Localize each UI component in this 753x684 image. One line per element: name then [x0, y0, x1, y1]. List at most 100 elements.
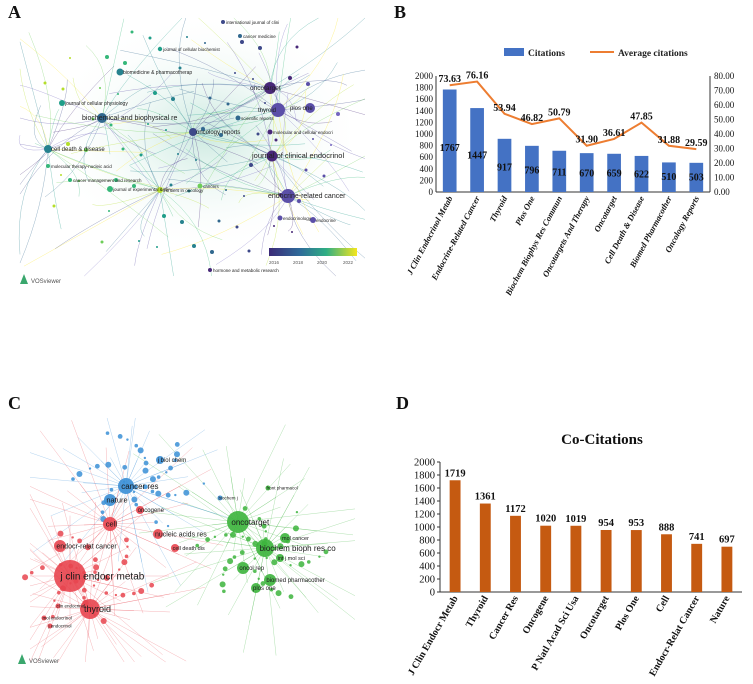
network-node: [195, 159, 197, 161]
cocitation-value-label: 954: [598, 518, 615, 529]
network-node: [267, 129, 273, 135]
network-edge: [144, 102, 161, 191]
y-tick-label: 1400: [414, 497, 435, 508]
network-edge: [215, 195, 289, 265]
network-edge: [159, 158, 188, 191]
network-node: [318, 555, 321, 558]
citation-value-label: 1447: [467, 150, 487, 161]
network-edge: [229, 87, 271, 118]
network-node-label: molecular and cellular endocri: [273, 130, 333, 135]
network-node: [232, 555, 237, 559]
network-node: [47, 623, 53, 629]
network-edge: [71, 420, 111, 525]
network-edge: [47, 148, 62, 230]
citation-value-label: 510: [661, 172, 676, 183]
network-node: [100, 617, 107, 624]
network-node: [155, 490, 162, 497]
network-node: [104, 591, 109, 595]
network-node-label: mol cancer: [282, 536, 309, 542]
cocitation-bar: [630, 530, 642, 592]
network-edge: [125, 417, 136, 487]
network-edge: [29, 606, 91, 610]
network-edge: [47, 133, 107, 150]
network-node: [154, 520, 158, 524]
network-node: [192, 244, 196, 248]
network-node-label: frontiers in oncology: [163, 188, 204, 193]
network-edge: [109, 447, 193, 525]
network-node: [105, 431, 110, 435]
network-edge: [89, 537, 117, 610]
network-node-label: cancers: [203, 184, 220, 189]
network-node: [147, 123, 149, 125]
network-edge: [271, 155, 304, 235]
network-edge: [198, 17, 271, 89]
network-edge: [47, 65, 115, 150]
legend-tick: 2018: [293, 260, 304, 265]
y-left-tick-label: 200: [420, 175, 434, 185]
network-node: [84, 148, 88, 152]
network-edge: [203, 120, 273, 157]
network-edge: [29, 608, 91, 650]
network-edge: [125, 485, 218, 515]
y-right-tick-label: 0.00: [714, 187, 730, 197]
network-node: [84, 544, 91, 551]
network-edge: [101, 117, 235, 125]
network-edge: [264, 547, 277, 656]
chart-b-line: [449, 80, 697, 151]
network-node: [54, 540, 66, 552]
network-node: [251, 583, 261, 593]
network-edge: [120, 50, 271, 89]
network-edge: [271, 149, 331, 160]
network-node: [310, 217, 316, 223]
legend-label-average: Average citations: [618, 49, 688, 59]
network-node: [306, 82, 310, 86]
network-edge: [237, 508, 356, 523]
network-node: [280, 533, 290, 543]
average-value-label: 31.88: [658, 135, 681, 146]
network-node: [136, 506, 144, 514]
network-node: [237, 562, 249, 574]
network-node: [295, 45, 299, 49]
cocitation-bar: [510, 515, 521, 592]
network-node: [132, 184, 136, 188]
vosviewer-logo: VOSviewer: [20, 274, 61, 285]
network-edge: [210, 109, 279, 115]
network-edge: [221, 155, 273, 201]
network-node: [44, 145, 52, 153]
network-edge: [192, 131, 226, 196]
category-tick-label: Cell: [654, 594, 672, 615]
y-tick-label: 600: [419, 549, 435, 560]
network-node: [105, 461, 112, 468]
network-node: [258, 46, 262, 50]
network-node: [265, 556, 268, 560]
citation-value-label: 659: [607, 169, 622, 180]
network-node: [291, 231, 293, 233]
network-node: [241, 535, 244, 538]
network-node: [126, 545, 129, 548]
network-node: [222, 589, 226, 594]
network-node: [124, 537, 129, 543]
network-node: [116, 68, 124, 76]
category-tick-label: Oncogene: [521, 594, 552, 637]
network-node: [100, 240, 104, 244]
network-edge: [159, 152, 228, 191]
network-edge: [47, 148, 80, 197]
network-node-label: thyroid: [84, 604, 111, 614]
network-edge: [277, 109, 350, 192]
network-node: [257, 577, 260, 580]
network-edge: [269, 17, 366, 89]
network-edge: [192, 131, 268, 143]
network-node: [288, 594, 294, 600]
y-left-tick-label: 600: [420, 152, 434, 162]
network-edge: [237, 463, 291, 523]
network-edge: [137, 108, 194, 133]
network-node: [114, 178, 118, 182]
category-tick-label: Cancer Res: [487, 594, 521, 642]
network-node: [227, 558, 234, 565]
network-edge: [105, 447, 111, 525]
cocitation-bar: [540, 525, 552, 592]
network-node: [174, 442, 180, 447]
citations-combo-chart: Citations Average citations 020040060080…: [404, 48, 735, 296]
network-node: [173, 451, 180, 458]
network-node: [118, 568, 121, 571]
